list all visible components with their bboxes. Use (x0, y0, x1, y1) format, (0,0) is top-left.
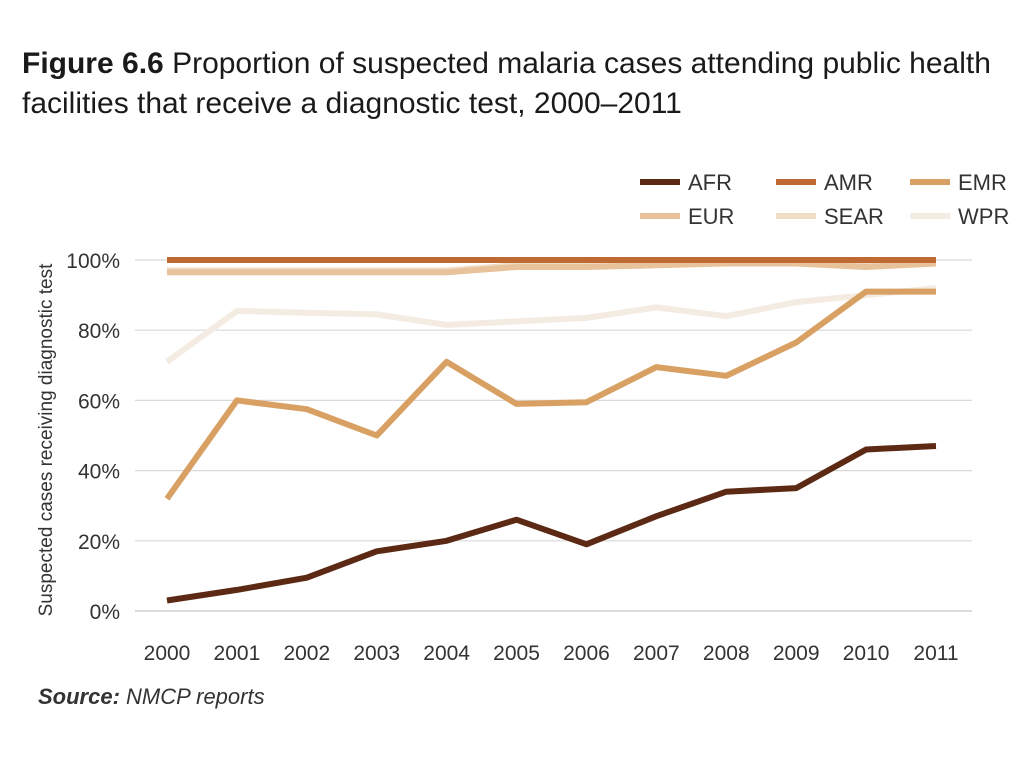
x-tick-label: 2008 (703, 642, 750, 665)
legend-item-eur: EUR (640, 204, 734, 229)
legend-label: EMR (958, 170, 1007, 195)
legend-label: SEAR (824, 204, 884, 229)
chart-title: Figure 6.6 Proportion of suspected malar… (22, 44, 1012, 124)
x-tick-label: 2001 (214, 642, 261, 665)
legend-label: AMR (824, 170, 873, 195)
legend: AFR AMR EMR EUR SEAR WPR (640, 170, 1009, 229)
legend-item-amr: AMR (776, 170, 873, 195)
source-note: Source: NMCP reports (38, 684, 265, 710)
series-line-eur (167, 260, 937, 276)
y-tick-label: 40% (78, 461, 120, 484)
x-tick-label: 2007 (633, 642, 680, 665)
x-tick-label: 2004 (423, 642, 470, 665)
series-line-afr (166, 443, 937, 604)
y-tick-label: 20% (78, 531, 120, 554)
source-label: Source: (38, 684, 120, 709)
x-tick-label: 2009 (773, 642, 820, 665)
x-tick-label: 2006 (563, 642, 610, 665)
series-line-emr (164, 288, 936, 501)
x-tick-label: 2000 (144, 642, 191, 665)
legend-item-afr: AFR (640, 170, 732, 195)
legend-item-emr: EMR (910, 170, 1007, 195)
legend-label: WPR (958, 204, 1009, 229)
y-tick-label: 0% (90, 601, 120, 624)
source-text: NMCP reports (126, 684, 265, 709)
series-lines (164, 257, 937, 604)
legend-item-sear: SEAR (776, 204, 884, 229)
y-axis-ticks: 0% 20% 40% 60% 80% 100% (66, 250, 120, 624)
x-tick-label: 2005 (493, 642, 540, 665)
y-tick-label: 60% (78, 390, 120, 413)
y-tick-label: 100% (66, 250, 120, 273)
x-tick-label: 2003 (353, 642, 400, 665)
y-tick-label: 80% (78, 320, 120, 343)
figure-label: Figure 6.6 (22, 47, 164, 80)
legend-label: EUR (688, 204, 734, 229)
y-axis-label: Suspected cases receiving diagnostic tes… (36, 263, 57, 616)
legend-item-wpr: WPR (910, 204, 1009, 229)
x-axis-ticks: 2000 2001 2002 2003 2004 2005 2006 2007 2008 2009… (144, 642, 959, 665)
legend-label: AFR (688, 170, 732, 195)
x-tick-label: 2002 (283, 642, 330, 665)
x-tick-label: 2010 (843, 642, 890, 665)
title-text: Proportion of suspected malaria cases at… (22, 47, 991, 120)
series-line-wpr (165, 285, 937, 365)
x-tick-label: 2011 (913, 642, 958, 665)
